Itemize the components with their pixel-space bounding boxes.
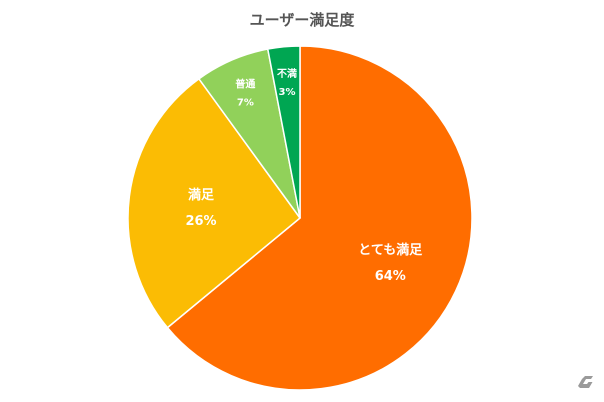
pie-slice-1 [127, 77, 302, 329]
slice-category-label-3: 不満 [277, 67, 297, 80]
pie-slice-0 [166, 45, 473, 391]
slice-value-label-2: 7% [237, 98, 254, 109]
slice-category-label-0: とても満足 [358, 242, 423, 258]
slice-value-label-3: 3% [279, 87, 296, 98]
gamer-logo-icon [576, 374, 596, 396]
pie-slice-3 [266, 45, 301, 219]
slice-category-label-1: 満足 [188, 187, 215, 203]
slice-category-label-2: 普通 [235, 78, 255, 91]
slice-value-label-1: 26% [185, 214, 216, 229]
slice-value-label-0: 64% [375, 269, 406, 284]
chart-title: ユーザー満足度 [249, 11, 355, 29]
